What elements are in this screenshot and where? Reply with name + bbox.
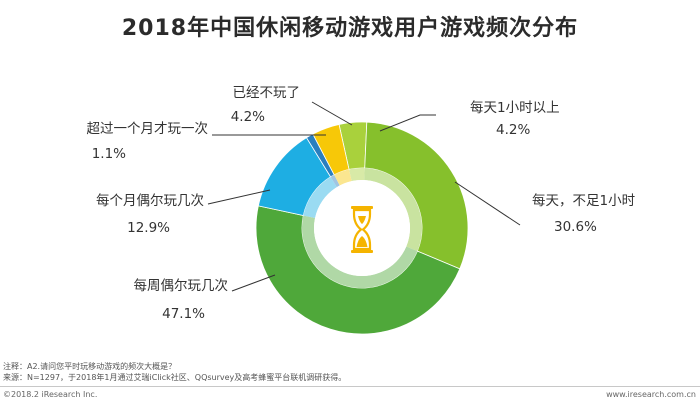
label-over-month: 超过一个月才玩一次 (87, 121, 209, 137)
leader-daily-under-1h (454, 181, 521, 226)
label-quit: 已经不玩了 (233, 85, 301, 101)
inner-ring-daily-under-1h (364, 168, 422, 252)
note-source: 来源：N=1297，于2018年1月通过艾瑞iClick社区、QQsurvey及… (3, 373, 347, 382)
inner-ring-weekly-occasional (301, 215, 418, 289)
leader-daily-over-1h (379, 114, 436, 132)
label-daily-under-1h: 每天，不足1小时 (532, 193, 635, 209)
chart-title: 2018年中国休闲移动游戏用户游戏频次分布 (121, 16, 579, 41)
value-label-monthly-occasional: 12.9% (127, 220, 170, 236)
inner-ring-over-month (330, 174, 340, 188)
website: www.iresearch.com.cn (606, 390, 696, 399)
notes: 注释：A2.请问您平时玩移动游戏的频次大概是？ 来源：N=1297，于2018年… (3, 361, 346, 383)
inner-ring-daily-over-1h (349, 168, 365, 182)
slice-daily-under-1h (364, 121, 469, 270)
donut-chart: 每天1小时以上 4.2% 每天，不足1小时 30.6% 每周偶尔玩几次 47.1% 每个月偶… (87, 85, 636, 335)
value-label-daily-under-1h: 30.6% (554, 219, 597, 235)
value-label-weekly-occasional: 47.1% (162, 306, 205, 322)
leader-weekly-occasional (231, 274, 276, 292)
label-daily-over-1h: 每天1小时以上 (470, 100, 560, 116)
value-label-over-month: 1.1% (92, 146, 126, 162)
leader-monthly-occasional (207, 189, 271, 205)
footer-divider (0, 386, 700, 387)
label-monthly-occasional: 每个月偶尔玩几次 (96, 193, 204, 209)
inner-ring-monthly-occasional (303, 176, 337, 218)
leader-quit (311, 101, 353, 126)
copyright: ©2018.2 iResearch Inc. (3, 390, 98, 399)
hourglass-icon (351, 206, 373, 253)
inner-ring-quit (334, 169, 352, 186)
slice-labels: 每天1小时以上 4.2% 每天，不足1小时 30.6% 每周偶尔玩几次 47.1% 每个月偶… (87, 85, 636, 322)
value-label-daily-over-1h: 4.2% (496, 122, 530, 138)
donut-slices (255, 121, 469, 335)
value-label-quit: 4.2% (231, 109, 265, 125)
label-weekly-occasional: 每周偶尔玩几次 (134, 278, 229, 294)
donut-hole (314, 180, 410, 276)
note-question: 注释：A2.请问您平时玩移动游戏的频次大概是？ (3, 362, 177, 371)
leader-lines (207, 101, 521, 292)
